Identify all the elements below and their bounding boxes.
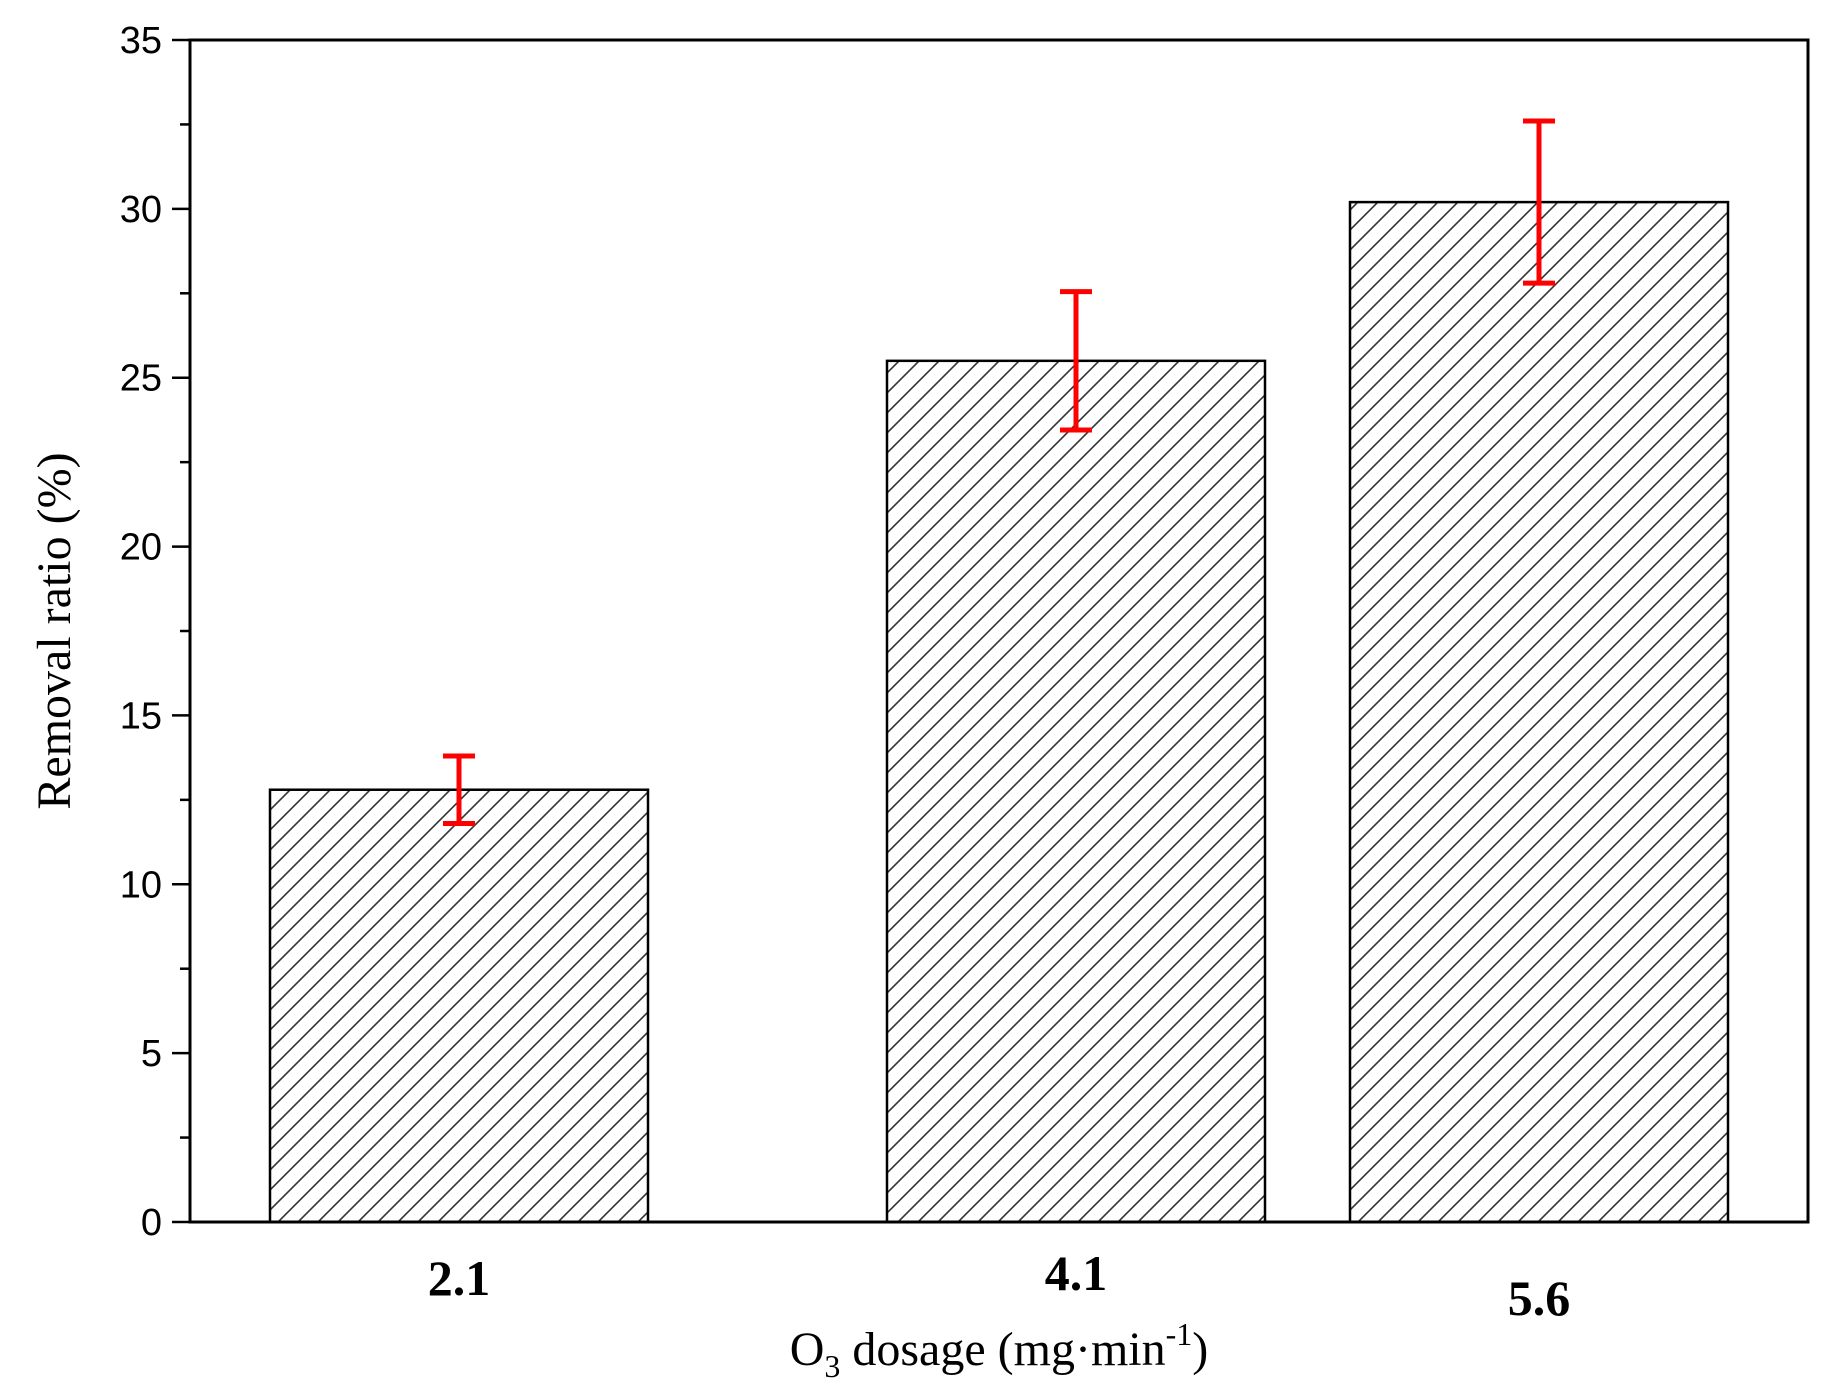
x-title-mid: dosage (mg·min: [840, 1323, 1165, 1376]
y-tick-label-10: 10: [120, 864, 162, 906]
x-title-main: O: [790, 1323, 825, 1376]
x-title-end: ): [1192, 1323, 1208, 1376]
y-tick-label-5: 5: [141, 1033, 162, 1075]
y-tick-label-0: 0: [141, 1202, 162, 1244]
y-tick-label-20: 20: [120, 527, 162, 569]
x-title-sup: -1: [1166, 1316, 1193, 1352]
y-tick-label-30: 30: [120, 189, 162, 231]
y-tick-label-35: 35: [120, 20, 162, 62]
x-category-label-2.1: 2.1: [428, 1250, 491, 1306]
y-tick-label-25: 25: [120, 358, 162, 400]
x-category-label-5.6: 5.6: [1508, 1270, 1571, 1326]
bar-4.1: [885, 359, 1267, 1224]
error-bar-5.6: [1523, 118, 1555, 286]
error-bar-2.1: [443, 753, 475, 826]
x-axis-title: O3 dosage (mg·min-1): [790, 1316, 1209, 1384]
y-tick-label-15: 15: [120, 695, 162, 737]
x-title-sub: 3: [824, 1348, 840, 1384]
bar-5.6: [1348, 200, 1730, 1224]
error-bar-4.1: [1060, 289, 1092, 433]
bar-2.1: [268, 788, 650, 1224]
y-axis-title: Removal ratio (%): [28, 452, 81, 809]
x-category-label-4.1: 4.1: [1045, 1245, 1108, 1301]
